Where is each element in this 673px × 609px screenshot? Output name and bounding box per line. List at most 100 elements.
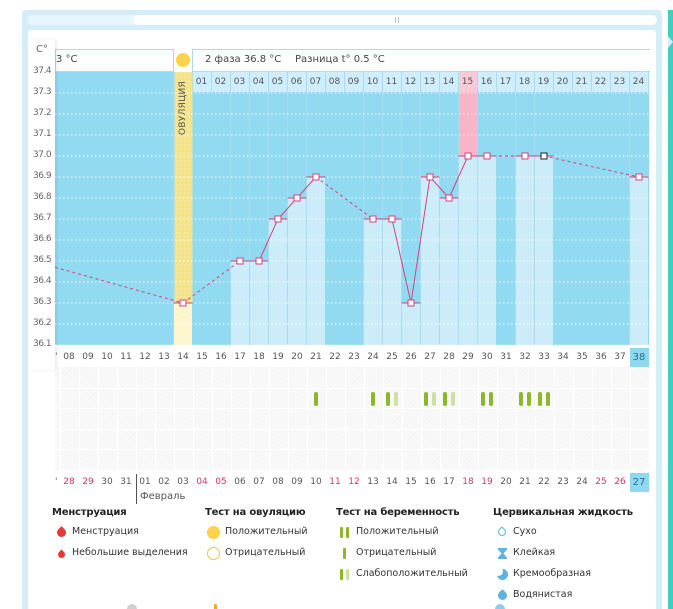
- phase2-day-cell[interactable]: 01: [192, 72, 212, 92]
- symptoms-grid[interactable]: [55, 367, 650, 470]
- cycle-day-label[interactable]: 36: [595, 352, 607, 362]
- temperature-marker[interactable]: [635, 173, 643, 181]
- date-label[interactable]: 06: [234, 477, 246, 487]
- date-label[interactable]: 24: [576, 477, 588, 487]
- cycle-day-label[interactable]: 15: [196, 352, 208, 362]
- pregnancy-test-positive-mark[interactable]: [546, 392, 550, 406]
- cycle-day-label[interactable]: 11: [120, 352, 132, 362]
- date-label[interactable]: 15: [405, 477, 417, 487]
- selected-temperature-marker[interactable]: [540, 152, 548, 160]
- temperature-marker[interactable]: [521, 152, 529, 160]
- cycle-day-label[interactable]: 32: [519, 352, 531, 362]
- pregnancy-test-weak_positive-mark[interactable]: [451, 392, 455, 406]
- phase2-day-cell[interactable]: 05: [268, 72, 288, 92]
- phase2-day-cell[interactable]: 02: [211, 72, 231, 92]
- date-label[interactable]: 28: [63, 477, 75, 487]
- temperature-marker[interactable]: [388, 215, 396, 223]
- phase2-day-cell[interactable]: 13: [420, 72, 440, 92]
- date-label[interactable]: 12: [348, 477, 360, 487]
- cycle-day-label[interactable]: 34: [557, 352, 569, 362]
- phase2-day-cell[interactable]: 06: [287, 72, 307, 92]
- date-label[interactable]: 17: [443, 477, 455, 487]
- phase2-day-cell[interactable]: 19: [534, 72, 554, 92]
- date-label[interactable]: 07: [253, 477, 265, 487]
- pregnancy-test-weak_positive-mark[interactable]: [394, 392, 398, 406]
- cycle-day-label[interactable]: 33: [538, 352, 550, 362]
- cycle-day-label[interactable]: 17: [234, 352, 246, 362]
- pregnancy-test-positive-mark[interactable]: [527, 392, 531, 406]
- cycle-day-label[interactable]: 28: [443, 352, 455, 362]
- cycle-day-label[interactable]: 14: [177, 352, 189, 362]
- pregnancy-test-weak_positive-mark[interactable]: [443, 392, 447, 406]
- pregnancy-test-positive-mark[interactable]: [519, 392, 523, 406]
- cycle-day-label[interactable]: 13: [158, 352, 170, 362]
- phase2-day-cell[interactable]: 16: [477, 72, 497, 92]
- date-label[interactable]: 23: [557, 477, 569, 487]
- cycle-day-label[interactable]: 27: [424, 352, 436, 362]
- cycle-day-label[interactable]: 10: [101, 352, 113, 362]
- date-label[interactable]: 05: [215, 477, 227, 487]
- temperature-marker[interactable]: [445, 194, 453, 202]
- phase2-day-cell[interactable]: 15: [458, 72, 478, 92]
- cycle-day-label[interactable]: 08: [63, 352, 75, 362]
- horizontal-scrollbar[interactable]: [27, 15, 657, 25]
- phase2-day-cell[interactable]: 22: [591, 72, 611, 92]
- cycle-day-label[interactable]: 12: [139, 352, 151, 362]
- date-label[interactable]: 11: [329, 477, 341, 487]
- date-label[interactable]: 03: [177, 477, 189, 487]
- phase2-day-cell[interactable]: 24: [629, 72, 649, 92]
- pregnancy-test-weak_positive-mark[interactable]: [432, 392, 436, 406]
- temperature-marker[interactable]: [426, 173, 434, 181]
- pregnancy-test-negative-mark[interactable]: [371, 392, 375, 406]
- temperature-marker[interactable]: [236, 257, 244, 265]
- date-label[interactable]: 09: [291, 477, 303, 487]
- pregnancy-test-negative-mark[interactable]: [314, 392, 318, 406]
- date-label[interactable]: 29: [82, 477, 94, 487]
- temperature-marker[interactable]: [407, 299, 415, 307]
- temperature-marker[interactable]: [255, 257, 263, 265]
- date-label[interactable]: 13: [367, 477, 379, 487]
- date-label[interactable]: 14: [386, 477, 398, 487]
- cycle-day-label[interactable]: 24: [367, 352, 379, 362]
- date-label[interactable]: 31: [120, 477, 132, 487]
- cycle-day-label[interactable]: 29: [462, 352, 474, 362]
- cycle-day-label[interactable]: 26: [405, 352, 417, 362]
- phase2-day-cell[interactable]: 14: [439, 72, 459, 92]
- date-label[interactable]: 02: [158, 477, 170, 487]
- phase2-day-cell[interactable]: 12: [401, 72, 421, 92]
- date-label[interactable]: 26: [614, 477, 626, 487]
- temperature-marker[interactable]: [483, 152, 491, 160]
- date-label[interactable]: 22: [538, 477, 550, 487]
- temperature-marker[interactable]: [293, 194, 301, 202]
- pregnancy-test-weak_positive-mark[interactable]: [424, 392, 428, 406]
- cycle-day-label[interactable]: 20: [291, 352, 303, 362]
- phase2-day-cell[interactable]: 17: [496, 72, 516, 92]
- cycle-day-label[interactable]: 37: [614, 352, 626, 362]
- cycle-day-label[interactable]: 18: [253, 352, 265, 362]
- phase2-day-cell[interactable]: 03: [230, 72, 250, 92]
- date-label[interactable]: 19: [481, 477, 493, 487]
- phase2-day-cell[interactable]: 04: [249, 72, 269, 92]
- phase2-day-cell[interactable]: 20: [553, 72, 573, 92]
- temperature-marker[interactable]: [369, 215, 377, 223]
- date-label[interactable]: 08: [272, 477, 284, 487]
- date-label[interactable]: 21: [519, 477, 531, 487]
- cycle-day-label[interactable]: 31: [500, 352, 512, 362]
- cycle-day-label[interactable]: 23: [348, 352, 360, 362]
- date-label[interactable]: 25: [595, 477, 607, 487]
- cycle-day-label[interactable]: 22: [329, 352, 341, 362]
- temperature-marker[interactable]: [274, 215, 282, 223]
- temperature-marker[interactable]: [179, 299, 187, 307]
- pregnancy-test-positive-mark[interactable]: [481, 392, 485, 406]
- phase2-day-cell[interactable]: 11: [382, 72, 402, 92]
- phase2-day-cell[interactable]: 08: [325, 72, 345, 92]
- date-label[interactable]: 04: [196, 477, 208, 487]
- date-label[interactable]: 01: [139, 477, 151, 487]
- phase2-day-cell[interactable]: 18: [515, 72, 535, 92]
- phase2-day-cell[interactable]: 07: [306, 72, 326, 92]
- cycle-day-label[interactable]: 25: [386, 352, 398, 362]
- cycle-day-label[interactable]: 16: [215, 352, 227, 362]
- date-label[interactable]: 30: [101, 477, 113, 487]
- cycle-day-label[interactable]: 09: [82, 352, 94, 362]
- date-label[interactable]: 10: [310, 477, 322, 487]
